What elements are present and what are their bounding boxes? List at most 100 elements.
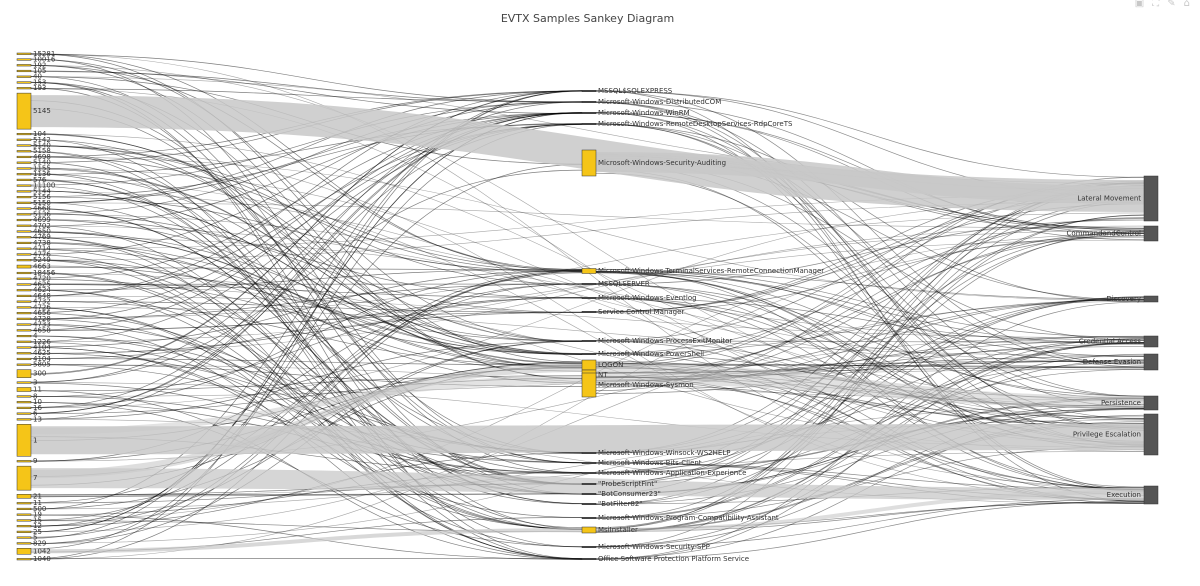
event-id-node[interactable] bbox=[16, 133, 32, 136]
event-id-node[interactable] bbox=[16, 207, 32, 210]
event-id-node[interactable] bbox=[16, 306, 32, 309]
event-id-node[interactable] bbox=[16, 69, 32, 73]
event-id-node[interactable] bbox=[16, 259, 32, 262]
event-id-node[interactable] bbox=[16, 58, 32, 61]
event-id-node[interactable] bbox=[16, 502, 32, 505]
event-id-node[interactable] bbox=[16, 155, 32, 159]
event-id-node[interactable] bbox=[16, 525, 32, 528]
source-node[interactable] bbox=[581, 268, 597, 274]
event-id-node[interactable] bbox=[16, 264, 32, 269]
event-id-node[interactable] bbox=[16, 395, 32, 398]
event-id-node[interactable] bbox=[16, 401, 32, 404]
tactic-node[interactable] bbox=[1143, 353, 1159, 371]
source-node[interactable] bbox=[581, 311, 597, 313]
source-node[interactable] bbox=[581, 90, 597, 92]
source-node[interactable] bbox=[581, 353, 597, 355]
event-id-node[interactable] bbox=[16, 329, 32, 332]
event-id-node[interactable] bbox=[16, 52, 32, 55]
tactic-node[interactable] bbox=[1143, 485, 1159, 505]
source-node[interactable] bbox=[581, 149, 597, 177]
event-id-node[interactable] bbox=[16, 87, 32, 90]
event-id-node[interactable] bbox=[16, 150, 32, 153]
event-id-node[interactable] bbox=[16, 161, 32, 164]
event-id-node[interactable] bbox=[16, 247, 32, 250]
event-id-node[interactable] bbox=[16, 424, 32, 457]
tactic-node[interactable] bbox=[1143, 335, 1159, 348]
event-id-node[interactable] bbox=[16, 363, 32, 366]
source-node[interactable] bbox=[581, 503, 597, 505]
event-id-node[interactable] bbox=[16, 230, 32, 233]
event-id-node[interactable] bbox=[16, 542, 32, 545]
event-id-node[interactable] bbox=[16, 224, 32, 227]
tactic-node[interactable] bbox=[1143, 175, 1159, 222]
source-node[interactable] bbox=[581, 483, 597, 485]
source-node[interactable] bbox=[581, 526, 597, 534]
event-id-node[interactable] bbox=[16, 406, 32, 409]
event-id-node[interactable] bbox=[16, 412, 32, 415]
event-id-node[interactable] bbox=[16, 352, 32, 355]
event-id-node[interactable] bbox=[16, 465, 32, 491]
zoom-icon[interactable]: ⛶ bbox=[1152, 0, 1160, 9]
source-node[interactable] bbox=[581, 372, 597, 398]
event-id-node[interactable] bbox=[16, 92, 32, 130]
source-node[interactable] bbox=[581, 359, 597, 371]
event-id-node[interactable] bbox=[16, 548, 32, 555]
source-node[interactable] bbox=[581, 123, 597, 125]
source-node[interactable] bbox=[581, 112, 597, 114]
event-id-node[interactable] bbox=[16, 418, 32, 421]
event-id-node[interactable] bbox=[16, 507, 32, 510]
tactic-node[interactable] bbox=[1143, 395, 1159, 411]
source-node[interactable] bbox=[581, 297, 597, 299]
camera-icon[interactable]: ▣ bbox=[1134, 0, 1145, 9]
event-id-node[interactable] bbox=[16, 346, 32, 349]
source-node[interactable] bbox=[581, 283, 597, 285]
event-id-node[interactable] bbox=[16, 558, 32, 561]
source-node[interactable] bbox=[581, 558, 597, 560]
event-id-node[interactable] bbox=[16, 369, 32, 378]
reset-icon[interactable]: ⌂ bbox=[1183, 0, 1190, 9]
event-id-node[interactable] bbox=[16, 513, 32, 516]
event-id-node[interactable] bbox=[16, 323, 32, 326]
event-id-node[interactable] bbox=[16, 196, 32, 199]
source-node[interactable] bbox=[581, 517, 597, 519]
event-id-node[interactable] bbox=[16, 178, 32, 181]
source-node[interactable] bbox=[581, 546, 597, 548]
event-id-node[interactable] bbox=[16, 530, 32, 533]
event-id-node[interactable] bbox=[16, 335, 32, 338]
event-id-node[interactable] bbox=[16, 241, 32, 244]
event-id-node[interactable] bbox=[16, 519, 32, 522]
source-node[interactable] bbox=[581, 462, 597, 464]
event-id-node[interactable] bbox=[16, 357, 32, 361]
source-node[interactable] bbox=[581, 493, 597, 495]
event-id-node[interactable] bbox=[16, 138, 32, 141]
event-id-node[interactable] bbox=[16, 173, 32, 176]
event-id-node[interactable] bbox=[16, 381, 32, 384]
event-id-node[interactable] bbox=[16, 536, 32, 539]
event-id-node[interactable] bbox=[16, 64, 32, 67]
event-id-node[interactable] bbox=[16, 277, 32, 280]
event-id-node[interactable] bbox=[16, 294, 32, 297]
event-id-node[interactable] bbox=[16, 253, 32, 256]
event-id-node[interactable] bbox=[16, 190, 32, 193]
tactic-node[interactable] bbox=[1143, 413, 1159, 456]
source-node[interactable] bbox=[581, 340, 597, 342]
event-id-node[interactable] bbox=[16, 213, 32, 216]
source-node[interactable] bbox=[581, 452, 597, 454]
tactic-node[interactable] bbox=[1143, 295, 1159, 303]
source-node[interactable] bbox=[581, 472, 597, 474]
event-id-node[interactable] bbox=[16, 218, 32, 222]
event-id-node[interactable] bbox=[16, 167, 32, 170]
event-id-node[interactable] bbox=[16, 201, 32, 204]
event-id-node[interactable] bbox=[16, 494, 32, 499]
event-id-node[interactable] bbox=[16, 283, 32, 286]
event-id-node[interactable] bbox=[16, 75, 32, 78]
source-node[interactable] bbox=[581, 101, 597, 103]
event-id-node[interactable] bbox=[16, 81, 32, 84]
event-id-node[interactable] bbox=[16, 300, 32, 303]
event-id-node[interactable] bbox=[16, 387, 32, 392]
event-id-node[interactable] bbox=[16, 289, 32, 292]
tactic-node[interactable] bbox=[1143, 225, 1159, 242]
event-id-node[interactable] bbox=[16, 184, 32, 187]
event-id-node[interactable] bbox=[16, 236, 32, 239]
event-id-node[interactable] bbox=[16, 340, 32, 343]
